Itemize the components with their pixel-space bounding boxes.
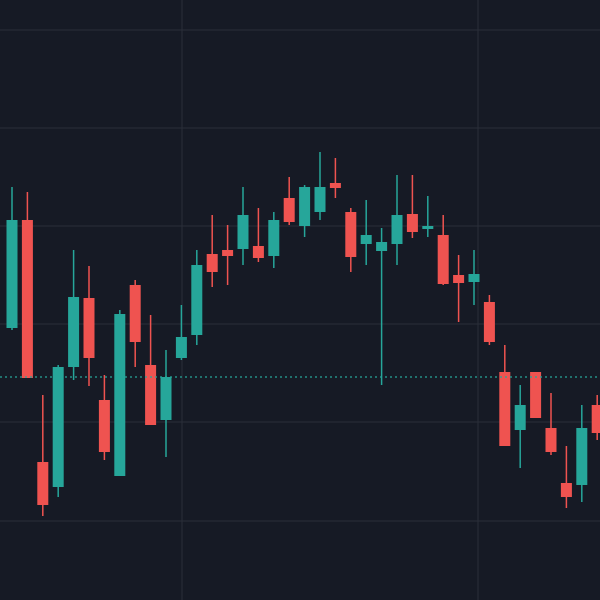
candle-body xyxy=(545,428,557,452)
candle-body xyxy=(145,365,157,425)
candle-body xyxy=(591,405,600,433)
candle-body xyxy=(406,214,418,232)
candle-body xyxy=(114,314,126,476)
candle-body xyxy=(83,298,95,358)
candle-body xyxy=(191,265,203,335)
candle-body xyxy=(52,367,64,487)
candle-body xyxy=(21,220,33,378)
candle-body xyxy=(468,274,480,282)
candle-body xyxy=(129,285,141,342)
candle-body xyxy=(360,235,372,244)
candle-body xyxy=(391,215,403,244)
candle-body xyxy=(376,242,388,251)
candle-body xyxy=(98,400,110,452)
candle-body xyxy=(422,226,434,229)
candle-body xyxy=(37,462,49,505)
candle-body xyxy=(483,302,495,342)
candle-body xyxy=(499,372,511,446)
candle-body xyxy=(437,235,449,284)
candle-body xyxy=(160,377,172,420)
candle-body xyxy=(252,246,264,258)
candle-body xyxy=(329,183,341,188)
candle-body xyxy=(283,198,295,222)
candle-body xyxy=(175,337,187,358)
candle-body xyxy=(530,372,542,418)
candle-body xyxy=(314,187,326,212)
candle-body xyxy=(299,187,311,226)
candle-body xyxy=(6,220,18,328)
candle-body xyxy=(514,405,526,430)
candle-body xyxy=(345,212,357,257)
candle-body xyxy=(68,297,80,367)
candle-body xyxy=(576,428,588,485)
candle-body xyxy=(206,254,218,272)
candle-body xyxy=(268,220,280,256)
candle-body xyxy=(222,250,234,256)
candle-body xyxy=(453,275,465,283)
candle-body xyxy=(560,483,572,497)
candle-body xyxy=(237,215,249,249)
